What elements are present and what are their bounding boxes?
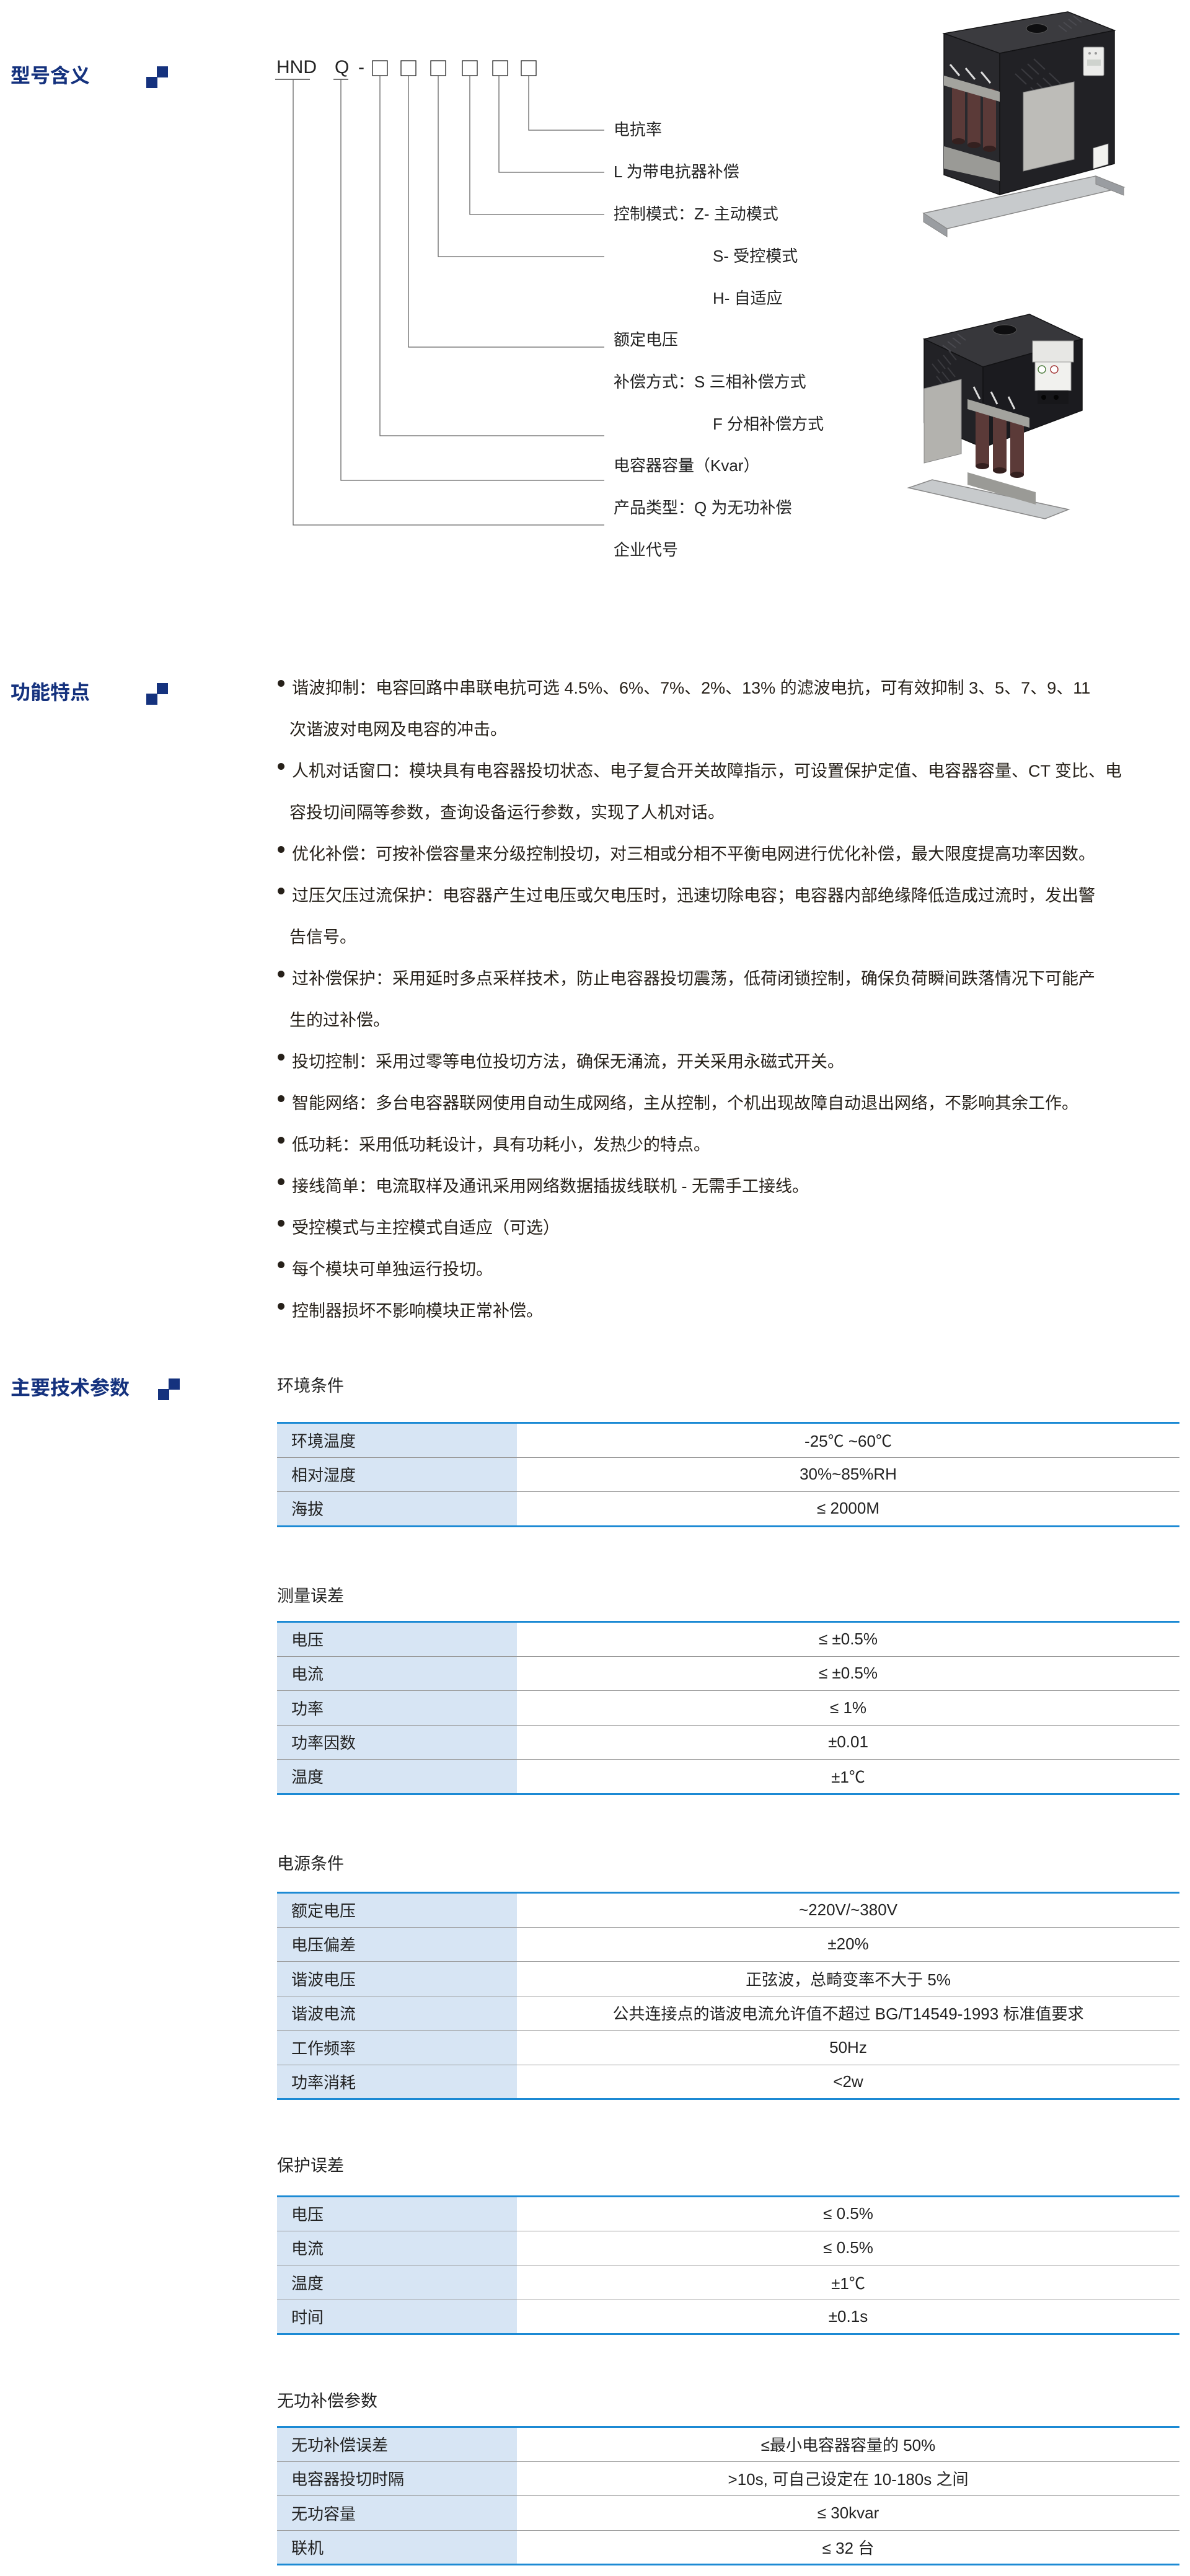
svg-text:-: - — [358, 57, 364, 77]
svg-text:补偿方式：S 三相补偿方式: 补偿方式：S 三相补偿方式 — [614, 373, 806, 391]
svg-text:Q: Q — [335, 57, 349, 77]
svg-text:电容器容量（Kvar）: 电容器容量（Kvar） — [614, 456, 759, 475]
svg-text:S- 受控模式: S- 受控模式 — [713, 247, 798, 265]
svg-text:HND: HND — [276, 57, 317, 77]
svg-text:企业代号: 企业代号 — [614, 540, 678, 559]
svg-text:H- 自适应: H- 自适应 — [713, 289, 783, 307]
svg-text:产品类型：Q 为无功补偿: 产品类型：Q 为无功补偿 — [614, 498, 791, 517]
svg-text:控制模式：Z- 主动模式: 控制模式：Z- 主动模式 — [614, 205, 778, 223]
svg-text:额定电压: 额定电压 — [614, 330, 678, 349]
svg-text:L 为带电抗器补偿: L 为带电抗器补偿 — [614, 162, 739, 181]
svg-text:电抗率: 电抗率 — [614, 120, 662, 139]
svg-text:F 分相补偿方式: F 分相补偿方式 — [713, 415, 824, 433]
